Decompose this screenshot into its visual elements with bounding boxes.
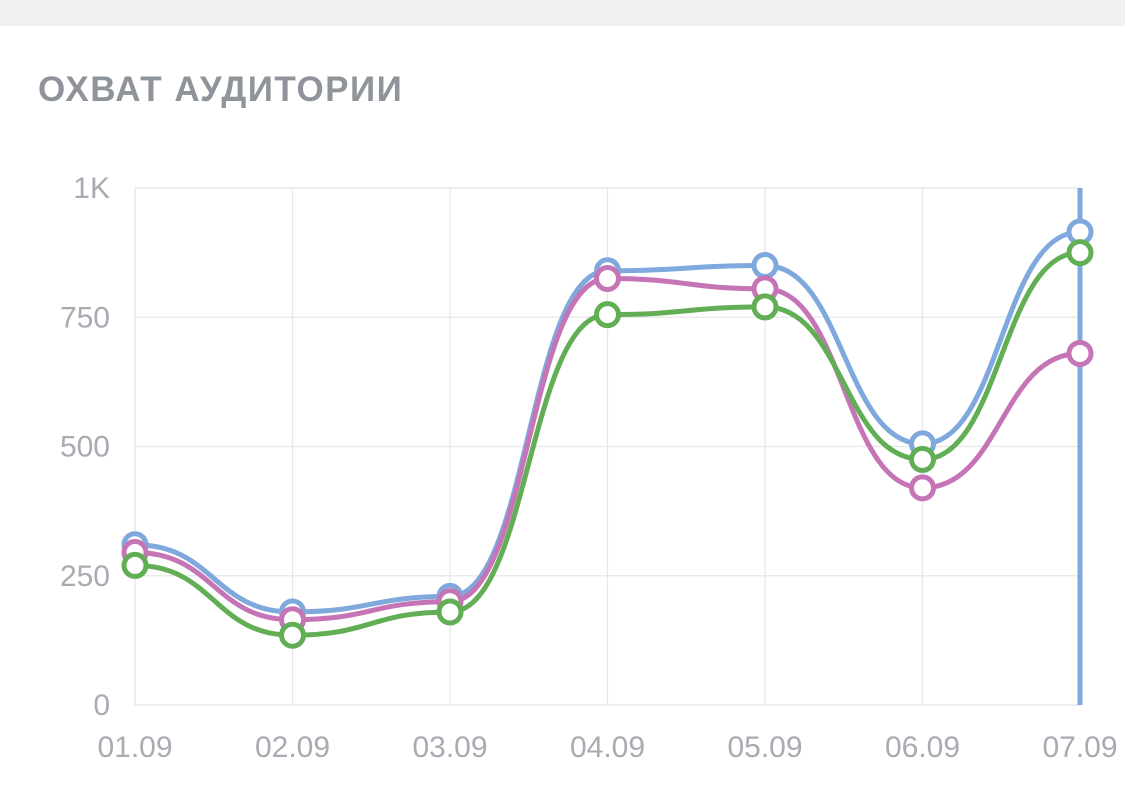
data-point-series-1[interactable] [751,252,779,280]
top-strip [0,0,1125,26]
x-tick-label: 02.09 [255,731,330,764]
x-tick-label: 07.09 [1042,731,1117,764]
x-tick-label: 01.09 [97,731,172,764]
data-point-series-3[interactable] [909,445,936,473]
data-point-series-2[interactable] [594,264,621,292]
data-point-series-3[interactable] [594,301,621,329]
y-tick-label: 750 [60,301,110,334]
series-points[interactable] [121,218,1094,649]
x-axis-ticks: 01.09 02.09 03.09 04.09 05.09 06.09 07.09 [97,731,1117,764]
data-point-series-3[interactable] [279,621,306,649]
data-point-series-2[interactable] [1066,339,1094,367]
y-tick-label: 500 [60,431,110,464]
data-point-series-3[interactable] [121,551,149,579]
y-axis-ticks: 0 250 500 750 1K [60,172,110,722]
x-tick-label: 06.09 [885,731,960,764]
y-tick-label: 0 [93,689,110,722]
data-point-series-3[interactable] [751,293,779,321]
data-point-series-3[interactable] [1066,239,1094,267]
x-tick-label: 03.09 [412,731,487,764]
x-tick-label: 05.09 [727,731,802,764]
y-tick-label: 250 [60,560,110,593]
chart-title: ОХВАТ АУДИТОРИИ [38,70,404,109]
data-point-series-2[interactable] [909,474,936,502]
y-tick-label: 1K [73,172,110,205]
data-point-series-3[interactable] [436,598,464,626]
x-tick-label: 04.09 [570,731,645,764]
